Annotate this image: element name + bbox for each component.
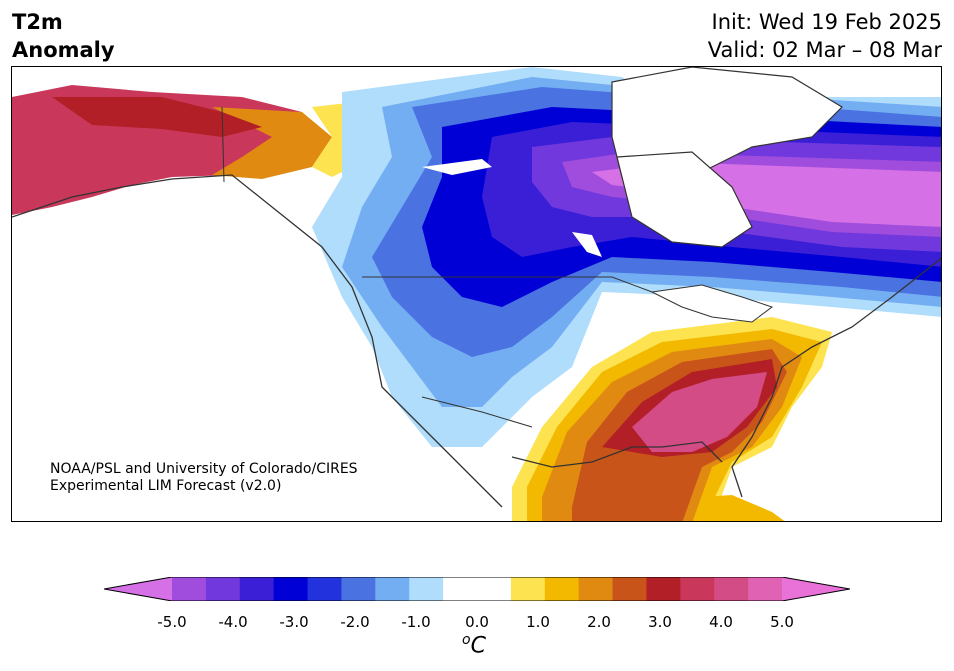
colorbar-cell bbox=[205, 577, 241, 601]
coastline-west bbox=[12, 174, 503, 508]
colorbar-cell bbox=[341, 577, 376, 601]
tick-label: -4.0 bbox=[218, 613, 248, 631]
anomaly-map: NOAA/PSL and University of Colorado/CIRE… bbox=[11, 66, 942, 522]
tick-label: 1.0 bbox=[526, 613, 550, 631]
credit-line-2: Experimental LIM Forecast (v2.0) bbox=[50, 478, 282, 494]
colorbar-cell bbox=[612, 577, 647, 601]
tick-label: 4.0 bbox=[709, 613, 733, 631]
colorbar-cell bbox=[510, 577, 546, 601]
hudson-bay-water bbox=[616, 151, 753, 248]
unit-main: C bbox=[470, 633, 486, 659]
colorbar-cell bbox=[748, 577, 783, 601]
coastline-east bbox=[731, 257, 941, 498]
colorbar-cell bbox=[646, 577, 681, 601]
alaska-orange-fringe bbox=[212, 107, 332, 179]
colorbar-cell bbox=[680, 577, 715, 601]
colorbar bbox=[104, 577, 850, 601]
init-date: Init: Wed 19 Feb 2025 bbox=[711, 10, 942, 34]
lake-white-1 bbox=[422, 159, 492, 175]
colorbar-cell bbox=[375, 577, 410, 601]
coastline-gulf bbox=[511, 441, 723, 468]
colorbar-cells bbox=[104, 577, 850, 601]
colorbar-cell bbox=[273, 577, 309, 601]
unit-label: oC bbox=[462, 632, 486, 658]
tick-label: -3.0 bbox=[279, 613, 309, 631]
tick-label: -2.0 bbox=[340, 613, 370, 631]
tick-label: 0.0 bbox=[465, 613, 489, 631]
lake-white-2 bbox=[572, 232, 602, 257]
border-us-canada bbox=[362, 276, 653, 293]
cuba-warm bbox=[702, 495, 785, 521]
colorbar-cell bbox=[544, 577, 580, 601]
tick-label: -5.0 bbox=[157, 613, 187, 631]
colorbar-cell bbox=[409, 577, 444, 601]
unit-superscript: o bbox=[462, 632, 471, 648]
title-line-1: T2m bbox=[12, 10, 63, 34]
colorbar-cell bbox=[239, 577, 275, 601]
colorbar-cell bbox=[578, 577, 614, 601]
valid-date: Valid: 02 Mar – 08 Mar bbox=[707, 38, 942, 62]
tick-label: 5.0 bbox=[770, 613, 794, 631]
colorbar-arrow-right bbox=[782, 577, 850, 601]
colorbar-cell bbox=[477, 577, 512, 601]
forecast-dates: Init: Wed 19 Feb 2025 Valid: 02 Mar – 08… bbox=[708, 8, 942, 64]
map-canvas bbox=[12, 67, 941, 521]
colorbar-arrow-left bbox=[104, 577, 172, 601]
border-alaska bbox=[221, 106, 225, 183]
alaska-darkred-core bbox=[52, 97, 262, 137]
border-us-mexico bbox=[421, 396, 533, 428]
colorbar-cell bbox=[172, 577, 207, 601]
warm-pink bbox=[632, 372, 767, 452]
credit-line-1: NOAA/PSL and University of Colorado/CIRE… bbox=[50, 461, 358, 477]
colorbar-cell bbox=[443, 577, 478, 601]
tick-label: -1.0 bbox=[401, 613, 431, 631]
colorbar-cell bbox=[307, 577, 342, 601]
title-line-2: Anomaly bbox=[12, 38, 115, 62]
credit-text: NOAA/PSL and University of Colorado/CIRE… bbox=[50, 461, 358, 495]
tick-label: 2.0 bbox=[587, 613, 611, 631]
tick-label: 3.0 bbox=[648, 613, 672, 631]
chart-title: T2m Anomaly bbox=[12, 8, 115, 64]
great-lakes bbox=[650, 284, 774, 323]
colorbar-cell bbox=[714, 577, 749, 601]
